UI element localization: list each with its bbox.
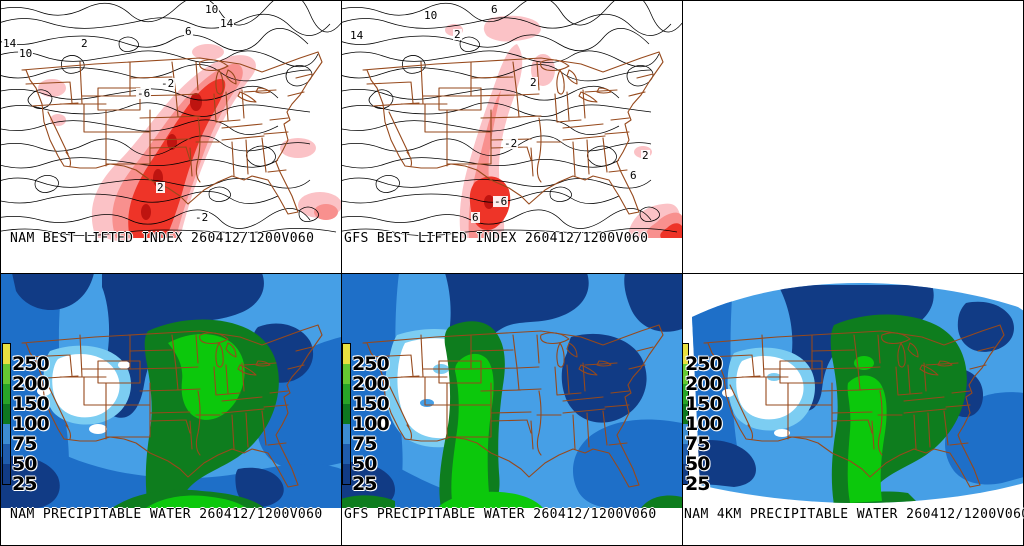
colorbar-label: 75 — [352, 433, 377, 455]
contour-label: -2 — [194, 211, 210, 224]
nam-precipitable-water-map — [0, 273, 341, 508]
nam-4km-precipitable-water-map — [692, 283, 1024, 503]
colorbar-segment — [343, 424, 350, 444]
pw-colorbar — [682, 343, 689, 485]
colorbar-segment — [3, 464, 10, 484]
gfs-lifted-index-map — [341, 0, 682, 238]
contour-label: 10 — [423, 9, 439, 22]
contour-label: 2 — [156, 181, 165, 194]
colorbar-segment — [3, 404, 10, 424]
colorbar-label: 150 — [352, 393, 390, 415]
colorbar-label: 200 — [685, 373, 723, 395]
colorbar-label: 50 — [685, 453, 710, 475]
contour-label: 6 — [490, 3, 499, 16]
colorbar-segment — [683, 444, 688, 464]
colorbar-segment — [683, 364, 688, 384]
colorbar-segment — [3, 384, 10, 404]
colorbar-label: 25 — [12, 473, 37, 495]
colorbar-label: 100 — [352, 413, 390, 435]
colorbar-segment — [343, 384, 350, 404]
colorbar-segment — [683, 384, 688, 404]
colorbar-segment — [3, 424, 10, 444]
contour-label: 6 — [184, 25, 193, 38]
colorbar-segment — [683, 424, 688, 444]
colorbar-label: 100 — [685, 413, 723, 435]
pw-colorbar-labels: 250 200 150 100 75 50 25 — [685, 353, 723, 495]
colorbar-label: 200 — [12, 373, 50, 395]
colorbar-segment — [683, 344, 688, 364]
colorbar-label: 75 — [12, 433, 37, 455]
panel-nam-4km-precipitable-water: 250 200 150 100 75 50 25 NAM 4KM PRECIPI… — [682, 273, 1024, 546]
contour-label: 10 — [18, 47, 34, 60]
colorbar-segment — [3, 344, 10, 364]
pw-colorbar-labels: 250 200 150 100 75 50 25 — [12, 353, 50, 495]
contour-label: 6 — [629, 169, 638, 182]
colorbar-label: 200 — [352, 373, 390, 395]
precipitable-water-fill — [341, 273, 682, 508]
colorbar-segment — [683, 464, 688, 484]
contour-label: 14 — [219, 17, 235, 30]
panel-gfs-precipitable-water: 250 200 150 100 75 50 25 GFS PRECIPITABL… — [341, 273, 682, 546]
colorbar-label: 150 — [12, 393, 50, 415]
empty-panel — [682, 0, 1024, 273]
nam-lifted-index-map — [0, 0, 341, 241]
contour-label: -6 — [136, 87, 152, 100]
panel-title: NAM BEST LIFTED INDEX 260412/1200V060 — [10, 231, 315, 246]
colorbar-label: 100 — [12, 413, 50, 435]
contour-label: 14 — [349, 29, 365, 42]
pw-colorbar-labels: 250 200 150 100 75 50 25 — [352, 353, 390, 495]
contour-label: 14 — [2, 37, 18, 50]
colorbar-segment — [343, 444, 350, 464]
panel-nam-best-lifted-index: 10 14 6 -2 -6 2 14 -2 10 2 NAM BEST LIFT… — [0, 0, 341, 273]
contour-label: 2 — [453, 28, 462, 41]
panel-title: NAM PRECIPITABLE WATER 260412/1200V060 — [10, 507, 323, 522]
pw-colorbar — [2, 343, 11, 485]
lifted-index-shading — [445, 15, 682, 238]
panel-nam-precipitable-water: 250 200 150 100 75 50 25 NAM PRECIPITABL… — [0, 273, 341, 546]
pw-colorbar — [342, 343, 351, 485]
colorbar-label: 150 — [685, 393, 723, 415]
panel-title: NAM 4KM PRECIPITABLE WATER 260412/1200V0… — [684, 507, 1024, 522]
colorbar-segment — [3, 364, 10, 384]
contour-label: -6 — [493, 195, 509, 208]
colorbar-label: 75 — [685, 433, 710, 455]
grid-border-top — [0, 0, 1024, 1]
contour-label: 2 — [641, 149, 650, 162]
colorbar-segment — [683, 404, 688, 424]
colorbar-label: 250 — [685, 353, 723, 375]
gfs-precipitable-water-map — [341, 273, 682, 508]
contour-label: 2 — [80, 37, 89, 50]
contour-label: 6 — [471, 211, 480, 224]
colorbar-label: 50 — [352, 453, 377, 475]
colorbar-segment — [343, 464, 350, 484]
colorbar-segment — [343, 364, 350, 384]
contour-label: 10 — [204, 3, 220, 16]
grid-divider-horizontal — [0, 273, 1024, 274]
colorbar-label: 50 — [12, 453, 37, 475]
colorbar-label: 25 — [685, 473, 710, 495]
precipitable-water-fill — [692, 283, 1024, 503]
panel-title: GFS PRECIPITABLE WATER 260412/1200V060 — [344, 507, 657, 522]
colorbar-segment — [3, 444, 10, 464]
panel-title: GFS BEST LIFTED INDEX 260412/1200V060 — [344, 231, 649, 246]
panel-gfs-best-lifted-index: 10 6 14 2 2 -2 -6 6 2 6 GFS BEST LIFTED … — [341, 0, 682, 273]
contour-label: 2 — [529, 76, 538, 89]
colorbar-segment — [343, 404, 350, 424]
colorbar-segment — [343, 344, 350, 364]
contour-label: -2 — [160, 77, 176, 90]
contour-label: -2 — [503, 137, 519, 150]
colorbar-label: 25 — [352, 473, 377, 495]
colorbar-label: 250 — [352, 353, 390, 375]
colorbar-label: 250 — [12, 353, 50, 375]
